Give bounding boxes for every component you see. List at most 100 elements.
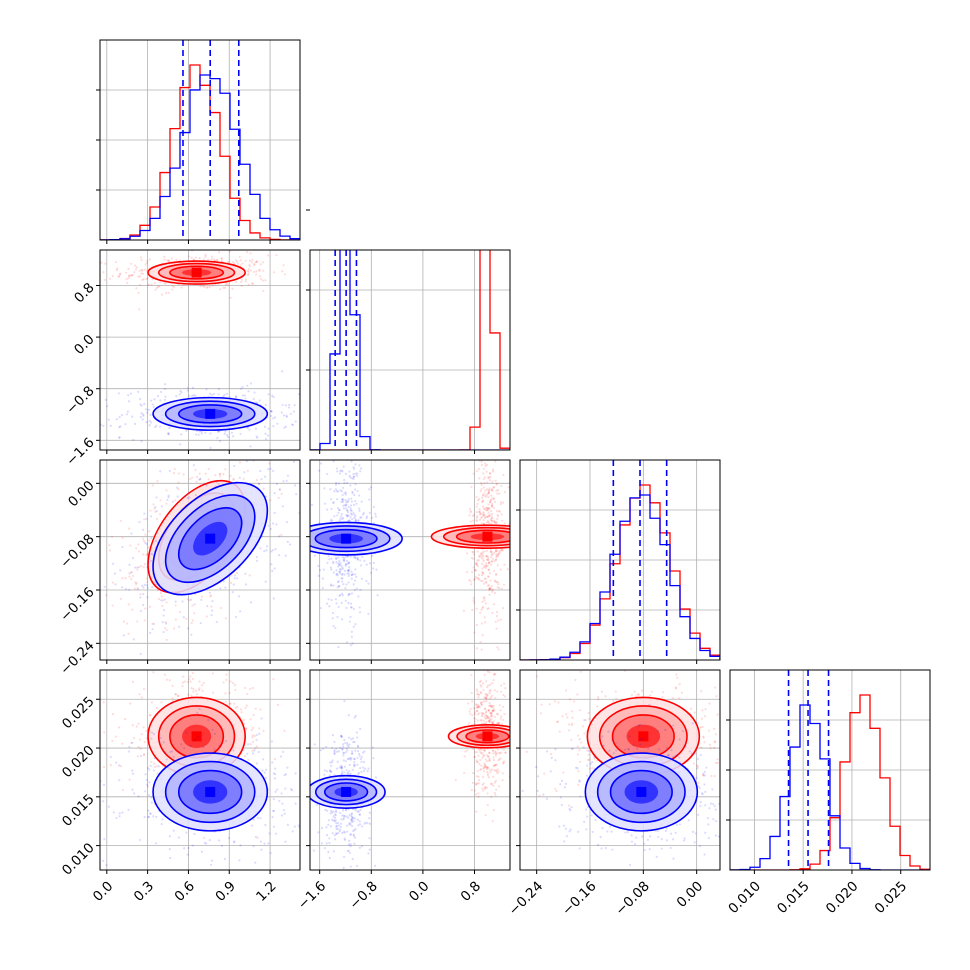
scatter-point <box>494 620 497 623</box>
scatter-point <box>488 478 492 482</box>
scatter-point <box>174 693 177 696</box>
scatter-point <box>237 436 239 438</box>
scatter-point <box>258 269 261 272</box>
scatter-point <box>280 411 283 414</box>
scatter-point <box>281 270 284 273</box>
scatter-point <box>232 262 236 265</box>
scatter-point <box>160 599 163 602</box>
scatter-point <box>485 494 488 497</box>
scatter-point <box>488 720 491 724</box>
scatter-point <box>477 795 480 798</box>
scatter-point <box>205 388 208 391</box>
scatter-point <box>485 760 489 763</box>
scatter-point <box>673 637 675 639</box>
scatter-point <box>483 621 487 624</box>
scatter-point <box>144 533 147 536</box>
scatter-point <box>252 270 256 274</box>
scatter-point <box>353 828 356 832</box>
scatter-point <box>262 261 265 264</box>
scatter-point <box>353 817 357 820</box>
scatter-point <box>346 509 349 512</box>
scatter-point <box>323 846 327 850</box>
scatter-point <box>223 857 227 861</box>
scatter-point <box>340 601 343 605</box>
scatter-point <box>494 558 497 561</box>
scatter-point <box>247 456 249 458</box>
scatter-point <box>714 733 717 736</box>
scatter-point <box>481 600 484 603</box>
scatter-point <box>319 462 323 465</box>
contour-series-1 <box>323 782 369 802</box>
scatter-point <box>483 596 486 599</box>
scatter-point <box>105 404 109 408</box>
scatter-point <box>353 842 356 845</box>
contour-series-0 <box>147 260 246 285</box>
scatter-point <box>145 577 149 580</box>
scatter-point <box>131 273 134 277</box>
scatter-point <box>186 496 189 500</box>
scatter-point <box>144 773 147 776</box>
scatter-point <box>470 674 473 677</box>
scatter-point <box>368 562 372 565</box>
scatter-point <box>168 679 171 682</box>
scatter-point <box>349 509 352 512</box>
scatter-point <box>159 736 162 740</box>
scatter-point <box>216 436 219 440</box>
scatter-point <box>233 840 236 843</box>
scatter-point <box>330 518 333 521</box>
scatter-point <box>318 569 322 572</box>
scatter-point <box>329 770 332 773</box>
scatter-point <box>485 470 488 473</box>
scatter-point <box>496 513 499 516</box>
scatter-point <box>334 481 338 485</box>
scatter-point <box>349 833 352 836</box>
scatter-point <box>134 264 137 267</box>
scatter-point <box>489 499 492 502</box>
scatter-point <box>473 711 477 714</box>
scatter-point <box>498 549 501 552</box>
scatter-point <box>342 816 345 820</box>
scatter-point <box>204 442 206 444</box>
scatter-point <box>215 620 218 624</box>
scatter-point <box>331 611 335 615</box>
scatter-point <box>365 517 368 520</box>
scatter-point <box>495 558 498 562</box>
scatter-point <box>268 462 271 465</box>
scatter-point <box>153 281 156 285</box>
scatter-point <box>490 514 493 518</box>
histogram-series-1 <box>100 74 300 240</box>
scatter-point <box>360 770 363 773</box>
scatter-point <box>469 509 472 513</box>
scatter-point <box>179 443 182 446</box>
scatter-point <box>293 825 296 828</box>
scatter-point <box>139 596 142 599</box>
scatter-point <box>558 730 561 733</box>
scatter-point <box>483 715 486 718</box>
scatter-point <box>93 605 95 607</box>
scatter-point <box>262 729 265 733</box>
scatter-point <box>273 757 277 761</box>
scatter-point <box>267 842 270 845</box>
scatter-point <box>468 514 471 517</box>
scatter-point <box>487 511 490 514</box>
scatter-point <box>108 277 112 280</box>
scatter-point <box>180 433 183 436</box>
scatter-point <box>476 577 479 580</box>
scatter-point <box>290 789 294 792</box>
scatter-point <box>494 696 497 699</box>
histogram-series-0 <box>310 250 510 450</box>
scatter-point <box>344 599 347 602</box>
scatter-point <box>470 691 473 695</box>
scatter-point <box>148 258 152 261</box>
scatter-point <box>224 617 227 620</box>
scatter-point <box>500 519 504 522</box>
scatter-point <box>121 545 124 549</box>
scatter-point <box>244 706 247 710</box>
scatter-point <box>306 409 308 411</box>
scatter-point <box>319 749 323 752</box>
scatter-point <box>287 406 291 409</box>
scatter-point <box>489 696 493 699</box>
scatter-point <box>330 498 333 501</box>
scatter-point <box>344 751 348 754</box>
scatter-point <box>548 703 551 706</box>
